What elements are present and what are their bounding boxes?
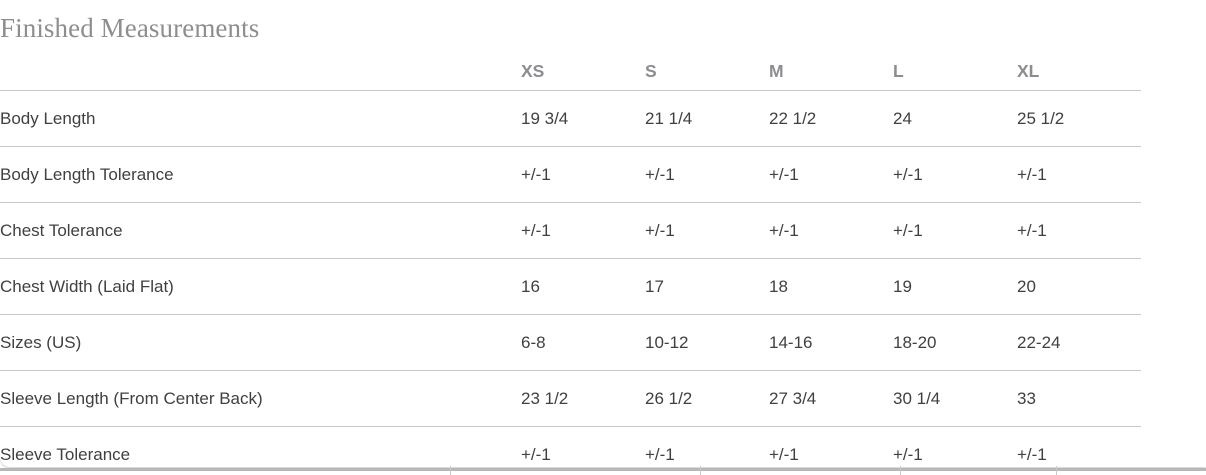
- row-value-l: 30 1/4: [893, 370, 1017, 427]
- finished-measurements-table: XS S M L XL Body Length 19 3/4 21 1/4 22…: [0, 52, 1141, 467]
- row-value-xl: 25 1/2: [1017, 90, 1141, 147]
- row-value-xs: 16: [521, 258, 645, 315]
- row-value-xs: +/-1: [521, 202, 645, 259]
- row-value-l: 24: [893, 90, 1017, 147]
- row-value-xl: 33: [1017, 370, 1141, 427]
- row-label: Chest Width (Laid Flat): [0, 258, 521, 315]
- row-value-l: +/-1: [893, 202, 1017, 259]
- row-value-xl: 22-24: [1017, 314, 1141, 371]
- row-value-l: 18-20: [893, 314, 1017, 371]
- page-bottom-tick: [450, 466, 451, 475]
- column-header-measurement: [0, 52, 521, 91]
- row-label: Body Length: [0, 90, 521, 147]
- row-value-m: +/-1: [769, 202, 893, 259]
- table-header: XS S M L XL: [0, 52, 1141, 91]
- table-row: Chest Tolerance +/-1 +/-1 +/-1 +/-1 +/-1: [0, 202, 1141, 259]
- row-label: Sleeve Tolerance: [0, 426, 521, 467]
- row-value-xs: 19 3/4: [521, 90, 645, 147]
- column-header-m: M: [769, 52, 893, 91]
- row-value-xl: +/-1: [1017, 146, 1141, 203]
- row-label: Sizes (US): [0, 314, 521, 371]
- table-row: Chest Width (Laid Flat) 16 17 18 19 20: [0, 258, 1141, 315]
- row-value-xl: +/-1: [1017, 202, 1141, 259]
- row-value-m: 14-16: [769, 314, 893, 371]
- table-row: Sleeve Tolerance +/-1 +/-1 +/-1 +/-1 +/-…: [0, 426, 1141, 467]
- row-value-s: +/-1: [645, 202, 769, 259]
- row-value-xl: 20: [1017, 258, 1141, 315]
- row-value-s: +/-1: [645, 146, 769, 203]
- page-bottom-tick: [700, 466, 701, 475]
- page-bottom-tick: [1056, 466, 1057, 475]
- row-value-s: +/-1: [645, 426, 769, 467]
- row-value-xl: +/-1: [1017, 426, 1141, 467]
- row-value-s: 17: [645, 258, 769, 315]
- row-value-xs: 23 1/2: [521, 370, 645, 427]
- row-label: Sleeve Length (From Center Back): [0, 370, 521, 427]
- row-label: Chest Tolerance: [0, 202, 521, 259]
- table-header-row: XS S M L XL: [0, 52, 1141, 91]
- page-bottom-divider: [0, 468, 1206, 471]
- row-value-xs: +/-1: [521, 426, 645, 467]
- row-value-l: +/-1: [893, 146, 1017, 203]
- row-value-m: 18: [769, 258, 893, 315]
- row-value-l: 19: [893, 258, 1017, 315]
- table-row: Sizes (US) 6-8 10-12 14-16 18-20 22-24: [0, 314, 1141, 371]
- row-value-s: 26 1/2: [645, 370, 769, 427]
- page-title: Finished Measurements: [0, 13, 260, 43]
- row-value-m: 27 3/4: [769, 370, 893, 427]
- column-header-s: S: [645, 52, 769, 91]
- row-value-s: 21 1/4: [645, 90, 769, 147]
- table-body: Body Length 19 3/4 21 1/4 22 1/2 24 25 1…: [0, 90, 1141, 467]
- row-value-xs: 6-8: [521, 314, 645, 371]
- page-bottom-tick: [900, 466, 901, 475]
- row-value-m: +/-1: [769, 146, 893, 203]
- table-row: Body Length 19 3/4 21 1/4 22 1/2 24 25 1…: [0, 90, 1141, 147]
- row-value-m: +/-1: [769, 426, 893, 467]
- row-value-l: +/-1: [893, 426, 1017, 467]
- table-row: Body Length Tolerance +/-1 +/-1 +/-1 +/-…: [0, 146, 1141, 203]
- row-value-xs: +/-1: [521, 146, 645, 203]
- row-value-m: 22 1/2: [769, 90, 893, 147]
- row-value-s: 10-12: [645, 314, 769, 371]
- column-header-l: L: [893, 52, 1017, 91]
- column-header-xl: XL: [1017, 52, 1141, 91]
- column-header-xs: XS: [521, 52, 645, 91]
- table-row: Sleeve Length (From Center Back) 23 1/2 …: [0, 370, 1141, 427]
- row-label: Body Length Tolerance: [0, 146, 521, 203]
